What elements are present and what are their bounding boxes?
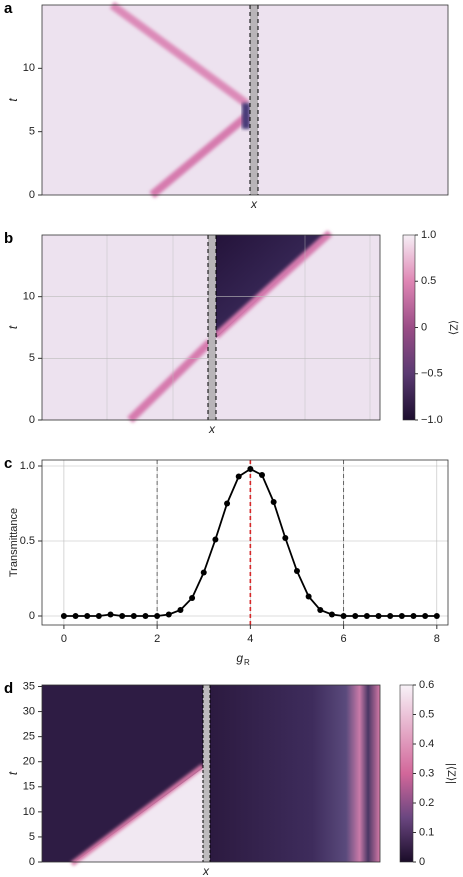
y-tick-label: 35: [23, 680, 35, 692]
y-tick-label: 5: [29, 126, 35, 138]
data-point: [235, 473, 242, 480]
data-point: [387, 613, 394, 619]
data-point: [224, 500, 231, 507]
data-point: [247, 466, 254, 472]
heatmap-b: [42, 230, 416, 423]
panel-letter: d: [4, 680, 13, 697]
data-point: [340, 613, 347, 619]
data-point: [119, 613, 126, 619]
colorbar-tick-label: 0: [419, 856, 425, 868]
data-point: [177, 607, 184, 613]
data-point: [212, 536, 219, 543]
data-point: [95, 613, 102, 619]
x-tick-label: 4: [247, 633, 253, 645]
colorbar-tick-label: −1.0: [421, 414, 443, 426]
colorbar-label: ⟨Z⟩: [447, 320, 459, 335]
data-point: [259, 472, 266, 478]
panel-letter: b: [4, 230, 13, 247]
x-axis-label: x: [250, 197, 258, 211]
x-tick-label: 0: [61, 633, 67, 645]
data-point: [293, 568, 300, 574]
data-point: [363, 613, 370, 619]
data-point: [433, 613, 440, 619]
data-point: [422, 613, 429, 619]
y-tick-label: 10: [23, 291, 35, 303]
x-axis-label: x: [208, 422, 216, 436]
plot-frame: [41, 234, 381, 421]
colorbar-tick-label: 0.5: [421, 275, 436, 287]
y-tick-label: 1.0: [20, 460, 35, 472]
data-point: [317, 607, 324, 613]
y-axis-label: t: [6, 325, 20, 329]
y-tick-label: 0: [29, 189, 35, 201]
panel-letter: c: [4, 455, 12, 472]
y-axis-label: t: [6, 98, 20, 102]
y-tick-label: 10: [23, 806, 35, 818]
colorbar-label: |⟨Z⟩|: [445, 763, 457, 784]
plot-frame: [41, 459, 449, 626]
colorbar-tick-label: 1.0: [421, 229, 436, 241]
data-point: [305, 593, 312, 600]
colorbar-tick-label: −0.5: [421, 368, 443, 380]
data-point: [72, 613, 79, 619]
data-point: [142, 613, 149, 619]
y-tick-label: 0: [29, 414, 35, 426]
y-axis-label: t: [6, 771, 20, 775]
y-tick-label: 20: [23, 756, 35, 768]
x-tick-label: 2: [154, 633, 160, 645]
x-axis-label-sub: R: [244, 658, 250, 667]
data-point: [84, 613, 91, 619]
x-axis-label: g: [236, 651, 243, 665]
y-tick-label: 0: [29, 610, 35, 622]
colorbar-tick-label: 0: [421, 321, 427, 333]
colorbar-tick-label: 0.5: [419, 708, 434, 720]
data-point: [107, 611, 114, 618]
y-axis-label: Transmittance: [8, 508, 20, 577]
colorbar-tick-label: 0.2: [419, 797, 434, 809]
plot-frame: [41, 4, 449, 196]
x-axis-label: x: [202, 864, 210, 877]
y-tick-label: 0: [29, 856, 35, 868]
colorbar-tick-label: 0.3: [419, 767, 434, 779]
data-point: [328, 611, 335, 618]
plot-frame: [41, 684, 381, 863]
colorbar-tick-label: 0.6: [419, 679, 434, 691]
y-tick-label: 10: [23, 62, 35, 74]
data-point: [410, 613, 417, 619]
data-point: [398, 613, 405, 619]
data-point: [282, 535, 289, 541]
colorbar-tick-label: 0.1: [419, 826, 434, 838]
data-point: [352, 613, 359, 619]
data-point: [375, 613, 382, 619]
y-tick-label: 15: [23, 781, 35, 793]
data-point: [130, 613, 137, 619]
colorbar-tick-label: 0.4: [419, 738, 434, 750]
data-point: [165, 611, 172, 618]
x-tick-label: 6: [341, 633, 347, 645]
y-tick-label: 0.5: [20, 535, 35, 547]
data-point: [200, 569, 207, 576]
heatmap-a: [42, 1, 448, 199]
data-point: [154, 613, 161, 619]
y-tick-label: 25: [23, 731, 35, 743]
panel-letter: a: [4, 0, 13, 17]
y-tick-label: 5: [29, 352, 35, 364]
y-tick-label: 5: [29, 831, 35, 843]
y-tick-label: 30: [23, 705, 35, 717]
heatmap-d: [42, 684, 414, 867]
x-tick-label: 8: [434, 633, 440, 645]
data-point: [60, 613, 67, 619]
data-point: [270, 499, 277, 505]
data-point: [189, 595, 196, 601]
